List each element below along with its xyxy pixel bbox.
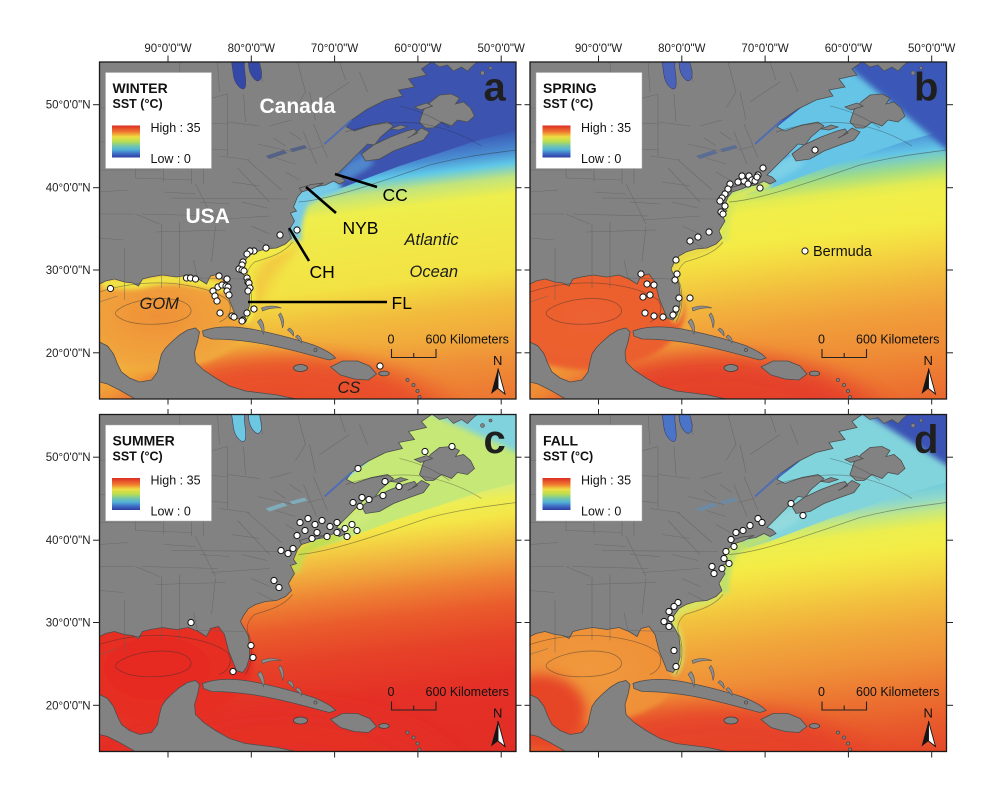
svg-text:SPRING: SPRING xyxy=(543,80,597,96)
svg-text:60°0'0"W: 60°0'0"W xyxy=(825,43,872,55)
svg-text:N: N xyxy=(924,706,933,721)
svg-text:GOM: GOM xyxy=(140,295,180,313)
svg-text:N: N xyxy=(493,353,502,368)
svg-text:40°0'0"N: 40°0'0"N xyxy=(46,535,91,547)
svg-text:NYB: NYB xyxy=(343,218,379,238)
svg-text:Bermuda: Bermuda xyxy=(813,244,873,260)
svg-text:CH: CH xyxy=(310,262,335,282)
svg-text:80°0'0"W: 80°0'0"W xyxy=(658,43,705,55)
svg-text:50°0'0"W: 50°0'0"W xyxy=(478,43,525,55)
svg-text:90°0'0"W: 90°0'0"W xyxy=(144,43,191,55)
svg-text:0: 0 xyxy=(388,333,395,347)
svg-text:SUMMER: SUMMER xyxy=(113,433,175,449)
svg-text:SST (°C): SST (°C) xyxy=(543,97,593,111)
svg-text:600 Kilometers: 600 Kilometers xyxy=(856,685,939,699)
svg-text:50°0'0"W: 50°0'0"W xyxy=(908,43,955,55)
svg-text:0: 0 xyxy=(818,685,825,699)
svg-text:Low : 0: Low : 0 xyxy=(581,505,621,519)
svg-text:CS: CS xyxy=(338,379,361,397)
svg-text:USA: USA xyxy=(186,205,230,228)
svg-text:0: 0 xyxy=(388,685,395,699)
svg-text:FL: FL xyxy=(392,293,413,313)
svg-text:SST (°C): SST (°C) xyxy=(543,450,593,464)
svg-text:b: b xyxy=(914,66,938,110)
svg-text:Low : 0: Low : 0 xyxy=(151,505,191,519)
svg-text:FALL: FALL xyxy=(543,433,578,449)
svg-text:60°0'0"W: 60°0'0"W xyxy=(394,43,441,55)
svg-text:a: a xyxy=(484,66,507,110)
svg-text:Atlantic: Atlantic xyxy=(404,231,460,249)
svg-text:WINTER: WINTER xyxy=(113,80,168,96)
svg-text:40°0'0"N: 40°0'0"N xyxy=(46,183,91,195)
svg-text:50°0'0"N: 50°0'0"N xyxy=(46,100,91,112)
svg-text:80°0'0"W: 80°0'0"W xyxy=(228,43,275,55)
svg-text:High : 35: High : 35 xyxy=(581,474,631,488)
svg-text:20°0'0"N: 20°0'0"N xyxy=(46,348,91,360)
svg-text:90°0'0"W: 90°0'0"W xyxy=(575,43,622,55)
svg-text:SST (°C): SST (°C) xyxy=(113,97,163,111)
svg-text:30°0'0"N: 30°0'0"N xyxy=(46,265,91,277)
svg-text:Low : 0: Low : 0 xyxy=(581,152,621,166)
svg-text:30°0'0"N: 30°0'0"N xyxy=(46,618,91,630)
svg-text:600 Kilometers: 600 Kilometers xyxy=(856,333,939,347)
svg-text:600 Kilometers: 600 Kilometers xyxy=(426,685,509,699)
svg-text:High : 35: High : 35 xyxy=(581,121,631,135)
svg-text:0: 0 xyxy=(818,333,825,347)
svg-text:70°0'0"W: 70°0'0"W xyxy=(311,43,358,55)
svg-text:High : 35: High : 35 xyxy=(151,121,201,135)
svg-text:Ocean: Ocean xyxy=(410,263,459,281)
svg-text:Low : 0: Low : 0 xyxy=(151,152,191,166)
svg-text:CC: CC xyxy=(383,185,408,205)
svg-text:50°0'0"N: 50°0'0"N xyxy=(46,452,91,464)
svg-text:N: N xyxy=(924,353,933,368)
svg-text:SST (°C): SST (°C) xyxy=(113,450,163,464)
svg-text:d: d xyxy=(914,418,938,462)
svg-text:Canada: Canada xyxy=(260,95,336,118)
svg-text:70°0'0"W: 70°0'0"W xyxy=(741,43,788,55)
svg-text:20°0'0"N: 20°0'0"N xyxy=(46,700,91,712)
svg-text:600 Kilometers: 600 Kilometers xyxy=(426,333,509,347)
svg-text:N: N xyxy=(493,706,502,721)
svg-text:c: c xyxy=(484,418,506,462)
svg-text:High : 35: High : 35 xyxy=(151,474,201,488)
